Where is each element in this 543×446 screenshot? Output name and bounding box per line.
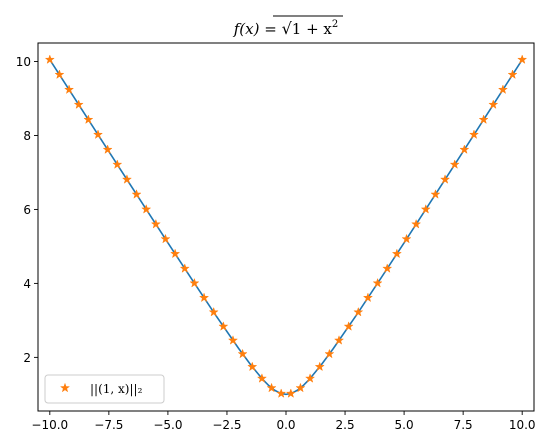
data-point-star bbox=[401, 233, 412, 244]
data-point-star bbox=[420, 203, 431, 214]
data-point-star bbox=[198, 292, 210, 303]
legend-star-marker bbox=[59, 382, 71, 393]
data-point-star bbox=[468, 129, 480, 139]
plot-area bbox=[38, 43, 534, 411]
data-point-star bbox=[459, 144, 470, 154]
data-point-star bbox=[83, 114, 94, 125]
chart-title-lhs: f(x) = bbox=[233, 20, 282, 38]
legend-star bbox=[59, 382, 71, 393]
data-point-star bbox=[266, 382, 277, 393]
x-tick-label: 2.5 bbox=[336, 418, 355, 432]
data-point-star bbox=[478, 114, 489, 125]
data-point-star bbox=[141, 203, 152, 214]
data-point-star bbox=[170, 248, 181, 259]
data-point-star bbox=[92, 129, 104, 139]
data-point-star bbox=[304, 373, 316, 383]
data-point-star bbox=[314, 361, 325, 372]
y-tick-label: 8 bbox=[23, 129, 31, 143]
y-axis: 2 4 6 8 10 bbox=[16, 55, 38, 365]
x-tick-label: −2.5 bbox=[212, 418, 241, 432]
data-point-star bbox=[488, 99, 499, 109]
data-point-star bbox=[44, 54, 55, 64]
data-point-star bbox=[237, 348, 248, 359]
data-point-star bbox=[112, 159, 123, 169]
data-point-star bbox=[343, 321, 354, 331]
data-point-star bbox=[150, 218, 161, 229]
x-tick-label: 5.0 bbox=[395, 418, 414, 432]
y-tick-label: 6 bbox=[23, 203, 31, 217]
data-point-star bbox=[382, 263, 393, 273]
series-layer bbox=[44, 54, 528, 398]
data-point-star bbox=[208, 306, 219, 317]
data-point-star bbox=[333, 335, 345, 345]
y-tick-label: 2 bbox=[23, 351, 31, 365]
data-point-star bbox=[372, 277, 383, 288]
data-point-star bbox=[131, 189, 142, 199]
data-point-star bbox=[63, 84, 75, 95]
data-point-star bbox=[517, 54, 528, 64]
data-point-star bbox=[160, 233, 171, 244]
x-tick-label: 0.0 bbox=[276, 418, 295, 432]
chart-title-radical: √ bbox=[282, 19, 293, 38]
legend-label: ||(1, x)||₂ bbox=[90, 382, 143, 396]
data-point-star bbox=[439, 174, 451, 184]
data-point-star bbox=[497, 84, 509, 95]
data-point-star bbox=[121, 174, 133, 184]
data-point-star bbox=[391, 248, 402, 259]
chart-title-exponent: 2 bbox=[332, 19, 338, 30]
data-point-star bbox=[54, 69, 65, 79]
data-point-star bbox=[411, 218, 422, 229]
data-point-star bbox=[353, 306, 364, 317]
data-point-star bbox=[285, 388, 296, 398]
data-point-star bbox=[324, 348, 335, 359]
data-point-star bbox=[218, 321, 229, 331]
series-line bbox=[49, 59, 523, 396]
y-tick-label: 10 bbox=[16, 55, 31, 69]
chart-title-radicand: 1 + x bbox=[292, 20, 333, 38]
data-point-star bbox=[227, 335, 239, 345]
x-tick-label: −10.0 bbox=[31, 418, 68, 432]
data-point-star bbox=[256, 373, 268, 383]
data-point-star bbox=[430, 189, 441, 199]
data-point-star bbox=[179, 263, 190, 273]
x-tick-label: 10.0 bbox=[509, 418, 536, 432]
data-point-star bbox=[449, 159, 460, 169]
chart-title: f(x) = √1 + x2 bbox=[233, 19, 339, 38]
data-point-star bbox=[295, 382, 306, 393]
x-axis: −10.0 −7.5 −5.0 −2.5 0.0 2.5 5.0 7.5 10.0 bbox=[31, 411, 536, 432]
x-tick-label: −5.0 bbox=[153, 418, 182, 432]
data-point-star bbox=[362, 292, 374, 303]
data-point-star bbox=[247, 361, 258, 372]
legend: ||(1, x)||₂ bbox=[44, 374, 165, 404]
data-point-star bbox=[507, 69, 518, 79]
data-point-star bbox=[276, 388, 287, 398]
x-tick-label: −7.5 bbox=[94, 418, 123, 432]
y-tick-label: 4 bbox=[23, 277, 31, 291]
data-point-star bbox=[73, 99, 84, 109]
legend-box bbox=[44, 374, 165, 404]
x-tick-label: 7.5 bbox=[454, 418, 473, 432]
data-point-star bbox=[102, 144, 113, 154]
data-point-star bbox=[189, 277, 200, 288]
